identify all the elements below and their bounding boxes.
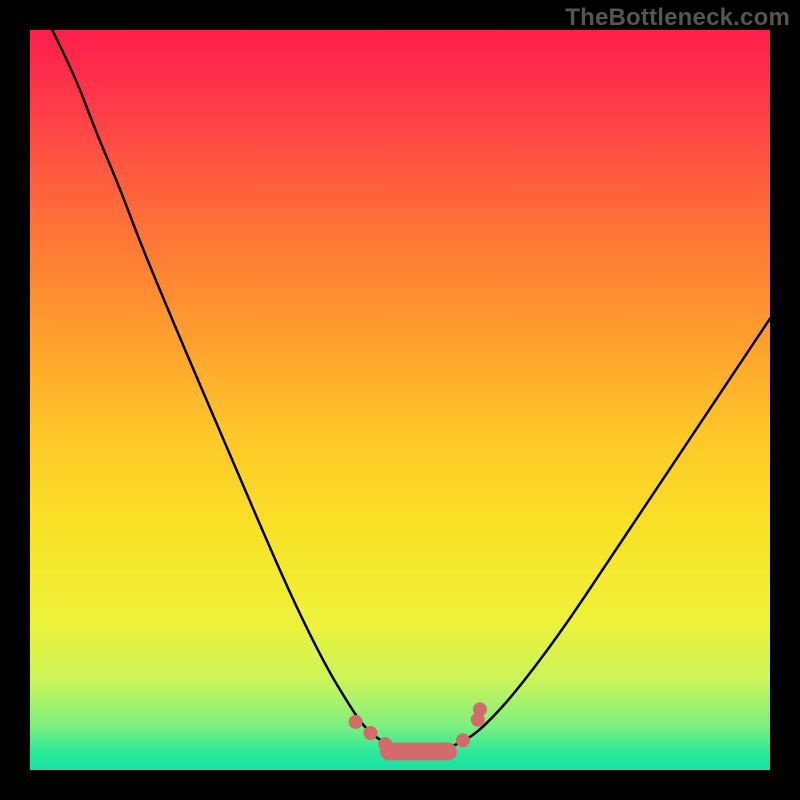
marker-dot [437,742,451,756]
plot-background-gradient [30,30,770,770]
marker-dot [423,745,437,759]
chart-container: TheBottleneck.com [0,0,800,800]
marker-dot [456,733,470,747]
marker-dot [378,737,392,751]
marker-dot [349,715,363,729]
marker-dot [393,745,407,759]
marker-dot [363,726,377,740]
watermark-text: TheBottleneck.com [565,4,790,32]
marker-dot [473,702,487,716]
marker-dot [408,745,422,759]
bottleneck-curve-chart [0,0,800,800]
